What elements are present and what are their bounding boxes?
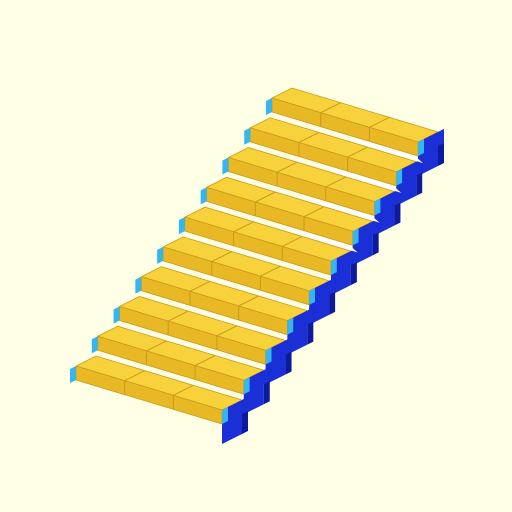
right-post-2 <box>249 367 270 392</box>
left-cap-3 <box>113 306 120 324</box>
open-gap-10 <box>352 137 424 164</box>
plank-seam-7-1 <box>255 191 276 203</box>
right-post-7 <box>358 218 379 243</box>
right-rail-2 <box>243 377 250 395</box>
open-gap-9 <box>330 166 402 193</box>
plank-seam-4-2 <box>238 295 259 307</box>
left-cap-4 <box>135 276 142 294</box>
plank-seam-7-2 <box>303 206 325 218</box>
left-cap-1 <box>70 366 76 383</box>
plank-seam-5-2 <box>260 265 281 277</box>
right-rail-6 <box>330 258 337 276</box>
right-post-8 <box>380 188 401 213</box>
plank-seam-10-2 <box>369 116 390 128</box>
left-cap-9 <box>244 127 251 145</box>
left-cap-2 <box>91 336 98 354</box>
plank-seam-8-2 <box>325 176 347 188</box>
right-rail-5 <box>309 287 316 305</box>
left-cap-6 <box>178 217 185 235</box>
plank-seam-1-2 <box>173 384 194 396</box>
plank-seam-9-2 <box>347 146 368 158</box>
left-cap-5 <box>157 246 164 264</box>
left-cap-7 <box>200 187 207 205</box>
plank-seam-5-1 <box>211 251 233 263</box>
right-rail-7 <box>352 228 359 246</box>
right-post-6 <box>336 248 357 273</box>
right-post-4 <box>293 307 314 332</box>
open-gap-8 <box>308 196 380 223</box>
plank-seam-3-2 <box>216 325 238 337</box>
right-rail-9 <box>396 168 403 186</box>
plank-seam-8-1 <box>276 161 298 173</box>
right-post-9 <box>402 158 423 183</box>
left-cap-10 <box>266 98 272 115</box>
right-rail-4 <box>287 317 294 335</box>
open-gap-7 <box>286 226 358 253</box>
right-rail-3 <box>265 347 272 365</box>
plank-seam-4-1 <box>189 280 211 292</box>
plank-seam-3-1 <box>167 310 189 322</box>
plank-seam-6-1 <box>233 221 254 233</box>
plank-seam-6-2 <box>281 235 303 247</box>
right-rail-1 <box>222 407 228 424</box>
plank-seam-1-1 <box>124 370 145 382</box>
plank-seam-2-1 <box>146 340 167 352</box>
right-rail-10 <box>418 139 424 156</box>
right-post-3 <box>271 337 292 362</box>
left-cap-8 <box>222 157 229 175</box>
plank-seam-9-1 <box>298 131 320 143</box>
right-rail-8 <box>374 198 381 216</box>
right-post-5 <box>315 277 336 302</box>
right-post-1 <box>228 397 248 421</box>
plank-seam-10-1 <box>320 102 341 114</box>
plank-seam-2-2 <box>194 355 216 367</box>
right-post-10 <box>424 129 444 153</box>
